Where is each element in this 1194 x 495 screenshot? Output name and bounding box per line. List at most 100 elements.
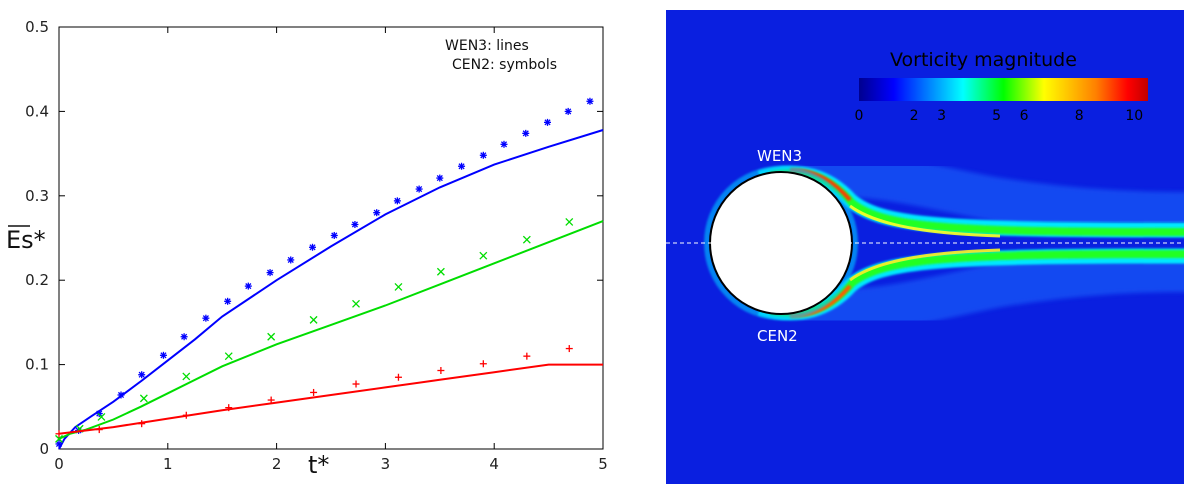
marker-stroke [351, 221, 358, 228]
series-marker-2 [310, 388, 318, 396]
series-marker-2 [267, 396, 275, 404]
series-marker-1 [55, 434, 63, 443]
marker-stroke [309, 315, 318, 324]
marker-stroke [138, 371, 145, 378]
label-upper-scheme: WEN3 [757, 147, 802, 165]
series-marker-2 [95, 426, 103, 434]
label-lower-scheme: CEN2 [757, 327, 798, 345]
series-marker-1 [267, 332, 276, 341]
marker-stroke [224, 352, 233, 361]
series-marker-0 [544, 118, 552, 126]
x-tick-label: 0 [54, 455, 64, 473]
series-marker-0 [266, 269, 274, 277]
series-marker-0 [522, 129, 530, 137]
series-marker-2 [182, 411, 190, 419]
marker-stroke [522, 235, 531, 244]
x-tick-label: 2 [272, 455, 282, 473]
wake-haze-upper [798, 152, 1184, 236]
marker-stroke [287, 256, 294, 264]
marker-stroke [139, 394, 148, 403]
x-tick-label: 4 [489, 455, 499, 473]
series-marker-1 [97, 412, 106, 421]
marker-stroke [55, 440, 63, 447]
marker-stroke [309, 244, 316, 251]
marker-stroke [160, 352, 167, 359]
series-marker-0 [500, 140, 508, 148]
marker-stroke [267, 269, 274, 276]
series-layer [55, 97, 604, 450]
series-line-2 [58, 363, 603, 435]
marker-stroke [394, 197, 401, 204]
marker-stroke [224, 298, 231, 305]
series-marker-0 [224, 297, 232, 305]
series-marker-2 [138, 420, 146, 428]
colorbar-tick-label: 3 [937, 108, 946, 124]
marker-stroke [586, 98, 594, 105]
series-marker-1 [139, 394, 148, 403]
series-marker-0 [479, 151, 487, 159]
series-marker-2 [225, 404, 233, 412]
series-marker-0 [159, 351, 167, 359]
energy-line-chart: 0 1 2 3 4 5 0 0.1 0.2 0.3 0.4 0.5 WEN3: lines CEN2… [6, 18, 608, 479]
colorbar-tick-label: 8 [1075, 108, 1084, 124]
x-tick-label: 3 [381, 455, 391, 473]
y-tick-labels: 0 0.1 0.2 0.3 0.4 0.5 [25, 18, 49, 458]
y-axis-label: Es* [6, 226, 46, 254]
colorbar-tick-label: 6 [1020, 108, 1029, 124]
y-tick-label: 0.2 [25, 271, 49, 289]
colorbar-tick-label: 5 [992, 108, 1001, 124]
marker-stroke [267, 332, 276, 341]
y-tick-label: 0.5 [25, 18, 49, 36]
series-marker-2 [565, 345, 573, 353]
marker-stroke [480, 152, 487, 159]
colorbar-tick-label: 0 [855, 108, 864, 124]
y-tick-label: 0.4 [25, 102, 49, 120]
series-marker-2 [479, 360, 487, 368]
marker-stroke [182, 372, 191, 381]
colorbar-tick-label: 10 [1125, 108, 1143, 124]
series-marker-2 [55, 430, 63, 438]
wake-layer [704, 152, 1184, 334]
series-marker-0 [95, 410, 103, 418]
series-line-1 [58, 220, 604, 440]
marker-stroke [565, 108, 572, 115]
marker-stroke [97, 412, 106, 421]
series-marker-2 [437, 367, 445, 375]
marker-stroke [394, 282, 403, 291]
marker-stroke [245, 283, 252, 290]
series-marker-2 [394, 373, 402, 381]
shear-layer-lower-yellow [849, 248, 1001, 282]
y-tick-label: 0 [39, 440, 49, 458]
marker-stroke [373, 209, 380, 216]
series-marker-0 [330, 231, 338, 239]
x-tick-label: 5 [598, 455, 608, 473]
series-marker-1 [436, 267, 445, 276]
series-marker-1 [479, 251, 488, 260]
shear-layer-upper-yellow [849, 204, 1001, 238]
series-marker-1 [309, 315, 318, 324]
series-marker-0 [138, 371, 146, 379]
series-marker-0 [287, 256, 295, 264]
series-marker-0 [351, 220, 359, 228]
series-marker-0 [373, 209, 381, 217]
marker-stroke [331, 232, 338, 239]
series-marker-1 [522, 235, 531, 244]
series-marker-0 [202, 314, 210, 322]
marker-stroke [479, 251, 488, 260]
colorbar-tick-label: 2 [910, 108, 919, 124]
series-marker-0 [393, 197, 401, 205]
series-marker-2 [523, 352, 531, 360]
series-marker-1 [224, 352, 233, 361]
marker-stroke [55, 434, 63, 443]
axis-ticks [58, 26, 604, 450]
y-tick-label: 0.1 [25, 356, 49, 374]
marker-stroke [436, 267, 445, 276]
series-marker-0 [415, 185, 423, 193]
marker-stroke [181, 333, 188, 340]
series-marker-0 [458, 162, 466, 170]
marker-stroke [522, 130, 529, 137]
x-tick-label: 1 [163, 455, 173, 473]
series-marker-0 [436, 174, 444, 182]
series-marker-0 [55, 440, 63, 448]
